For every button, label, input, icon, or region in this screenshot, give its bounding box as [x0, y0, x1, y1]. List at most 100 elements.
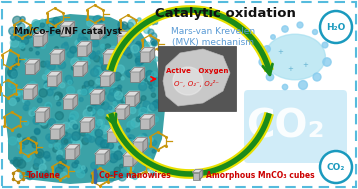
Circle shape	[80, 167, 87, 174]
Circle shape	[14, 63, 18, 67]
Circle shape	[73, 124, 78, 129]
Circle shape	[13, 16, 21, 25]
Circle shape	[141, 96, 146, 101]
Circle shape	[96, 105, 101, 111]
Circle shape	[67, 33, 71, 36]
Circle shape	[124, 96, 130, 102]
Text: O⁻, O₂⁻, O₂²⁻: O⁻, O₂⁻, O₂²⁻	[174, 80, 219, 87]
Circle shape	[31, 166, 40, 175]
Bar	[117, 36, 127, 46]
Circle shape	[92, 120, 97, 125]
Bar	[133, 142, 143, 152]
Text: CO₂: CO₂	[327, 163, 345, 171]
Polygon shape	[103, 50, 117, 54]
Bar	[95, 154, 105, 164]
Circle shape	[129, 138, 131, 141]
Circle shape	[135, 50, 142, 58]
Circle shape	[41, 44, 45, 49]
Circle shape	[135, 56, 144, 65]
Circle shape	[36, 51, 39, 55]
Circle shape	[29, 81, 36, 88]
Circle shape	[104, 128, 109, 132]
Circle shape	[96, 123, 100, 127]
Circle shape	[130, 172, 136, 178]
Circle shape	[95, 15, 102, 23]
Circle shape	[95, 86, 103, 94]
Circle shape	[77, 68, 83, 75]
Circle shape	[64, 25, 67, 28]
Circle shape	[107, 142, 113, 149]
Circle shape	[27, 31, 32, 36]
Circle shape	[123, 47, 131, 56]
Circle shape	[46, 104, 51, 109]
Circle shape	[91, 39, 99, 47]
Circle shape	[138, 135, 145, 142]
Circle shape	[35, 129, 40, 135]
Circle shape	[46, 134, 52, 141]
Circle shape	[82, 56, 89, 63]
Polygon shape	[193, 170, 203, 173]
Circle shape	[139, 114, 147, 122]
Circle shape	[107, 93, 116, 101]
Circle shape	[68, 80, 72, 84]
Circle shape	[37, 98, 42, 103]
Circle shape	[87, 61, 90, 64]
Bar	[125, 96, 135, 106]
Circle shape	[118, 146, 122, 149]
Circle shape	[296, 21, 304, 29]
Circle shape	[107, 156, 111, 160]
Circle shape	[8, 68, 16, 77]
Circle shape	[25, 101, 30, 106]
Circle shape	[151, 140, 157, 146]
Circle shape	[115, 96, 121, 103]
Bar	[23, 89, 33, 99]
Circle shape	[89, 88, 94, 93]
Circle shape	[148, 29, 154, 35]
Circle shape	[125, 103, 131, 109]
Circle shape	[49, 119, 55, 125]
Circle shape	[118, 22, 124, 27]
Circle shape	[98, 75, 102, 78]
Circle shape	[21, 47, 25, 51]
Circle shape	[15, 32, 23, 40]
Circle shape	[45, 155, 51, 161]
Circle shape	[110, 46, 118, 55]
Circle shape	[141, 134, 147, 139]
Circle shape	[113, 72, 121, 81]
Circle shape	[17, 92, 20, 96]
Circle shape	[127, 135, 135, 143]
Circle shape	[88, 107, 92, 111]
Circle shape	[149, 102, 158, 111]
Circle shape	[136, 117, 141, 122]
Circle shape	[91, 100, 97, 106]
Polygon shape	[127, 32, 131, 46]
Bar	[50, 129, 60, 139]
Circle shape	[147, 105, 154, 111]
Ellipse shape	[173, 67, 203, 95]
Circle shape	[104, 56, 112, 64]
Circle shape	[9, 137, 17, 145]
Circle shape	[91, 52, 98, 60]
Polygon shape	[107, 128, 121, 132]
Polygon shape	[50, 50, 64, 54]
Circle shape	[68, 137, 76, 144]
Circle shape	[267, 74, 273, 80]
Bar	[103, 54, 113, 64]
Circle shape	[138, 113, 147, 122]
Polygon shape	[73, 94, 77, 109]
Circle shape	[312, 72, 322, 82]
Circle shape	[127, 53, 132, 58]
Circle shape	[37, 115, 44, 122]
Circle shape	[71, 136, 77, 142]
Circle shape	[151, 87, 155, 91]
Polygon shape	[45, 108, 49, 122]
Circle shape	[87, 106, 90, 109]
Circle shape	[109, 114, 117, 122]
Polygon shape	[5, 14, 165, 184]
Circle shape	[62, 43, 69, 50]
Text: Active   Oxygen: Active Oxygen	[166, 68, 228, 74]
Circle shape	[101, 147, 109, 155]
Circle shape	[145, 42, 150, 47]
Circle shape	[64, 42, 68, 46]
Text: +: +	[287, 66, 293, 72]
